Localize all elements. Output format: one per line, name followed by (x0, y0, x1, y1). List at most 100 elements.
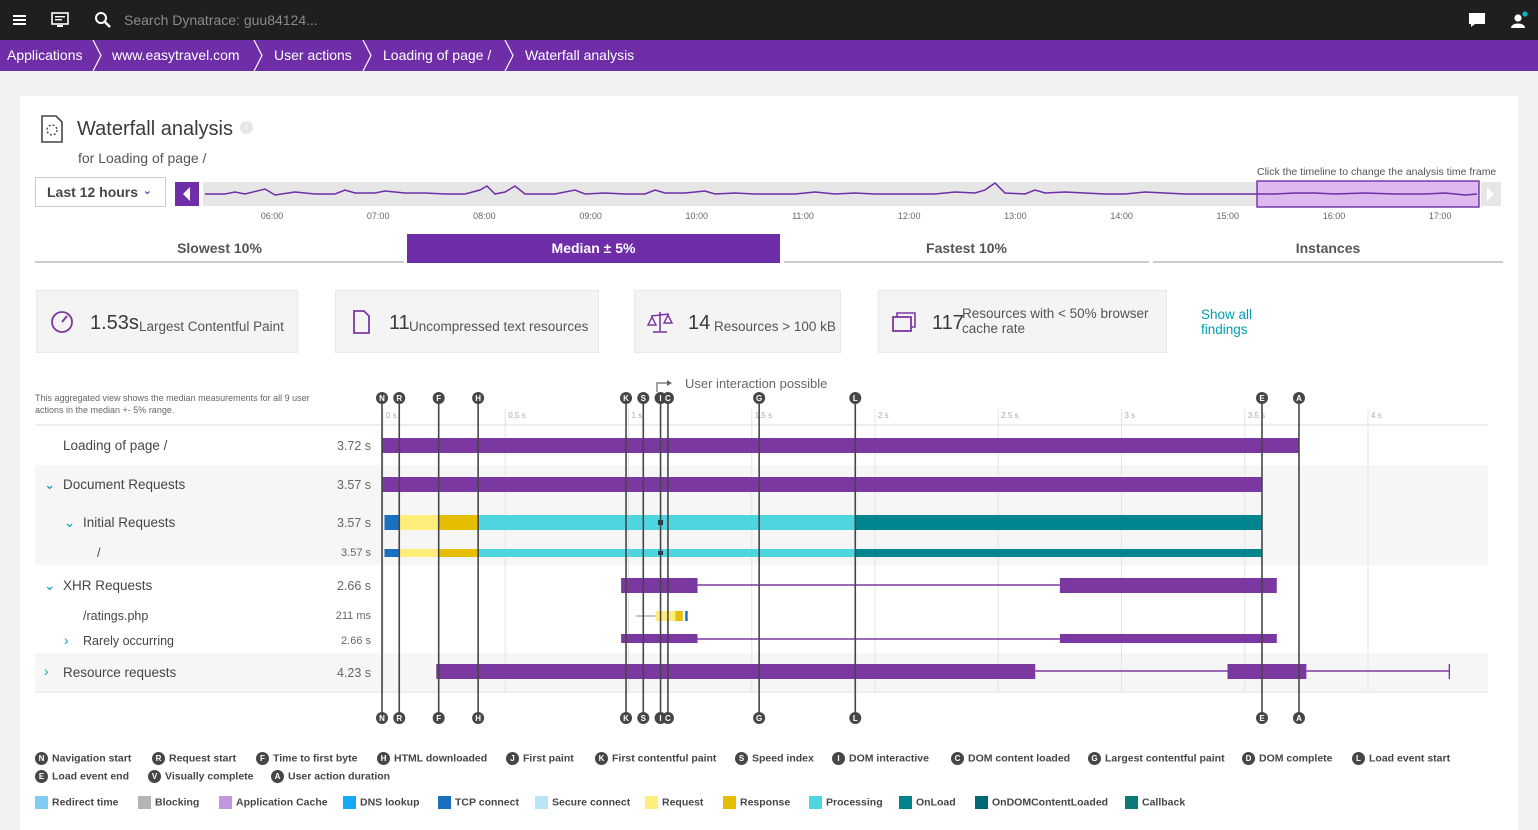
axis-tick-label: 2.5 s (1001, 411, 1018, 420)
marker-badge[interactable] (661, 712, 674, 724)
marker-badge[interactable] (472, 712, 485, 724)
row-label-resource-requests[interactable]: Resource requests (63, 665, 177, 680)
kpi-card-large-resources[interactable]: 14 Resources > 100 kB (634, 290, 841, 353)
info-icon[interactable]: i (240, 121, 253, 134)
row-label-ratings[interactable]: /ratings.php (83, 609, 149, 623)
waterfall-bar-xhr-requests[interactable] (1059, 578, 1277, 593)
show-all-findings-link[interactable]: Show all findings (1201, 307, 1253, 337)
chevron-right-icon[interactable]: › (44, 664, 49, 679)
breadcrumb-user-actions[interactable]: User actions (274, 47, 352, 63)
breadcrumb-site[interactable]: www.easytravel.com (112, 47, 240, 63)
marker-badge[interactable] (432, 392, 445, 404)
marker-badge[interactable] (376, 712, 388, 724)
waterfall-bar-rarely-occurring[interactable] (621, 634, 698, 643)
marker-legend-badge: A (271, 770, 284, 783)
waterfall-segment-ratings[interactable] (685, 611, 688, 621)
row-label-rarely-occurring[interactable]: Rarely occurring (83, 634, 175, 648)
marker-badge[interactable] (637, 712, 650, 724)
waterfall-bar-loading-page[interactable] (382, 438, 1299, 453)
marker-badge[interactable] (393, 712, 406, 724)
marker-badge[interactable] (620, 392, 633, 404)
tab-instances[interactable]: Instances (1153, 234, 1503, 263)
waterfall-bar-document-requests[interactable] (382, 477, 1263, 492)
marker-letter: L (853, 394, 858, 403)
marker-legend-badge: V (148, 770, 161, 783)
marker-badge[interactable] (376, 392, 388, 404)
chat-icon[interactable] (1467, 10, 1487, 30)
waterfall-segment-initial-requests[interactable] (438, 515, 479, 530)
marker-legend-item: I DOM interactive (832, 752, 929, 765)
waterfall-segment-root[interactable] (855, 549, 1263, 557)
marker-badge[interactable] (1256, 392, 1269, 404)
kpi-card-cache-rate[interactable]: 117 Resources with < 50% browser cache r… (878, 290, 1167, 353)
marker-badge[interactable] (1292, 712, 1305, 724)
waterfall-segment-root[interactable] (399, 549, 439, 557)
scale-icon (647, 312, 673, 333)
marker-badge[interactable] (753, 712, 766, 724)
waterfall-segment-root[interactable] (478, 549, 856, 557)
kpi-card-lcp[interactable]: 1.53s Largest Contentful Paint (36, 290, 298, 353)
marker-letter: A (1296, 394, 1302, 403)
marker-badge[interactable] (1256, 712, 1269, 724)
marker-badge[interactable] (472, 392, 485, 404)
timeline-tick-label: 06:00 (261, 211, 284, 221)
color-legend-item: Application Cache (219, 796, 328, 809)
waterfall-segment-initial-requests[interactable] (384, 515, 400, 530)
waterfall-segment-initial-requests[interactable] (399, 515, 439, 530)
waterfall-bar-rarely-occurring[interactable] (1059, 634, 1277, 643)
chevron-down-icon[interactable]: ⌄ (64, 515, 76, 530)
waterfall-bar-resource-requests[interactable] (1227, 664, 1307, 679)
marker-letter: L (853, 714, 858, 723)
tab-median[interactable]: Median ± 5% (407, 234, 780, 263)
marker-badge[interactable] (620, 712, 633, 724)
breadcrumb-loading-page[interactable]: Loading of page / (383, 47, 492, 63)
marker-legend-label: First contentful paint (612, 752, 717, 765)
marker-badge[interactable] (849, 392, 862, 404)
chevron-down-icon[interactable]: ⌄ (44, 477, 56, 492)
kpi-card-uncompressed[interactable]: 11 Uncompressed text resources (335, 290, 599, 353)
user-icon[interactable] (1510, 10, 1530, 30)
row-label-root[interactable]: / (97, 546, 101, 560)
row-label-document-requests[interactable]: Document Requests (63, 477, 186, 492)
color-legend-item: OnLoad (899, 796, 956, 809)
timeline-tick-label: 13:00 (1004, 211, 1027, 221)
row-label-xhr-requests[interactable]: XHR Requests (63, 578, 153, 593)
search-input[interactable]: Search Dynatrace: guu84124... (124, 12, 318, 28)
marker-badge[interactable] (637, 392, 650, 404)
tab-slowest[interactable]: Slowest 10% (35, 234, 404, 263)
breadcrumb-applications[interactable]: Applications (7, 47, 83, 63)
waterfall-segment-root[interactable] (384, 549, 400, 557)
waterfall-segment-initial-requests[interactable] (478, 515, 856, 530)
waterfall-segment-ratings[interactable] (675, 611, 683, 621)
color-legend-swatch (723, 796, 736, 809)
waterfall-bar-xhr-requests[interactable] (621, 578, 698, 593)
axis-tick-label: 0.5 s (508, 411, 525, 420)
color-legend-item: Blocking (138, 796, 199, 809)
marker-badge[interactable] (661, 392, 674, 404)
waterfall-segment-ratings[interactable] (655, 611, 676, 621)
marker-letter: K (623, 714, 629, 723)
marker-badge[interactable] (753, 392, 766, 404)
timeframe-selector[interactable]: Last 12 hours ⌄ (35, 177, 166, 207)
marker-badge[interactable] (1292, 392, 1305, 404)
chevron-down-icon[interactable]: ⌄ (44, 578, 56, 593)
monitor-icon[interactable] (50, 10, 70, 30)
waterfall-segment-root[interactable] (438, 549, 479, 557)
color-legend-swatch (138, 796, 151, 809)
marker-legend-badge: J (506, 752, 519, 765)
menu-icon[interactable] (10, 10, 30, 30)
kpi-value: 1.53s (90, 312, 139, 334)
waterfall-bar-resource-requests[interactable] (436, 664, 1036, 679)
search-icon[interactable] (93, 10, 113, 30)
timeline[interactable]: 06:00 07:00 08:00 09:00 10:00 11:00 12:00 13:00… (175, 180, 1505, 226)
waterfall-segment-initial-requests[interactable] (855, 515, 1263, 530)
marker-letter: F (436, 394, 441, 403)
marker-badge[interactable] (432, 712, 445, 724)
color-legend-swatch (1125, 796, 1138, 809)
marker-badge[interactable] (849, 712, 862, 724)
chevron-right-icon[interactable]: › (64, 633, 69, 648)
row-label-initial-requests[interactable]: Initial Requests (83, 515, 176, 530)
marker-badge[interactable] (393, 392, 406, 404)
tab-fastest[interactable]: Fastest 10% (784, 234, 1149, 263)
